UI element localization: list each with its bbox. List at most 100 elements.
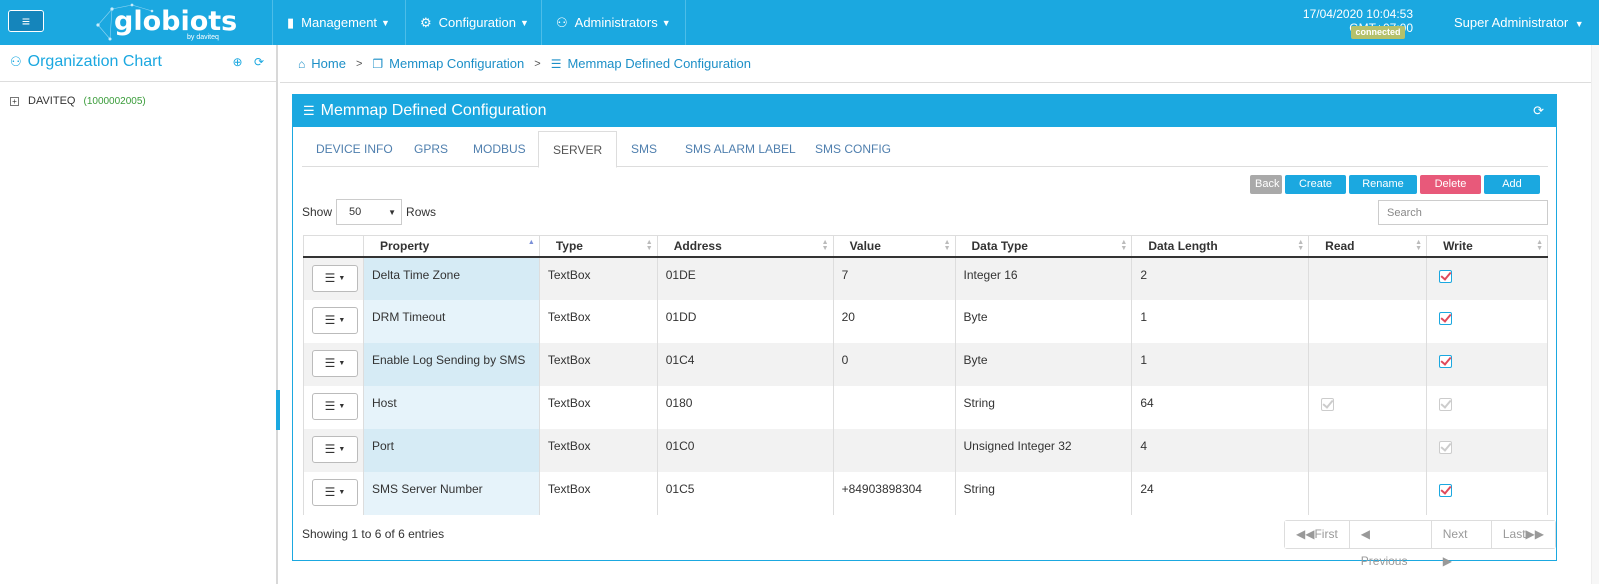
nav-administrators[interactable]: ⚇ Administrators ▼ bbox=[541, 0, 686, 45]
panel-title: Memmap Defined Configuration bbox=[320, 102, 547, 119]
page-size-control: Show 50 ▼ Rows bbox=[302, 199, 436, 225]
row-actions-button[interactable]: ☰ ▼ bbox=[312, 478, 358, 506]
back-button[interactable]: Back bbox=[1250, 175, 1282, 194]
org-chart-icon: ⚇ bbox=[10, 54, 22, 69]
data-length-cell: 1 bbox=[1131, 299, 1309, 343]
col-read[interactable]: Read ▲ ▼ bbox=[1308, 235, 1427, 258]
rename-tab-button[interactable]: Rename Tab bbox=[1349, 175, 1417, 209]
create-tab-button[interactable]: Create Tab bbox=[1285, 175, 1346, 209]
data-length-cell: 4 bbox=[1131, 428, 1309, 472]
caret-down-icon: ▼ bbox=[338, 445, 346, 453]
write-checkbox bbox=[1439, 397, 1453, 411]
menu-toggle-button[interactable]: ≡ bbox=[8, 10, 44, 32]
breadcrumb-memmap-configuration[interactable]: Memmap Configuration bbox=[389, 56, 525, 71]
nav-configuration[interactable]: ⚙ Configuration ▼ bbox=[405, 0, 543, 45]
tree-node-daviteq[interactable]: + DAVITEQ (1000002005) bbox=[10, 95, 146, 107]
data-length-cell: 64 bbox=[1131, 385, 1309, 429]
address-cell: 0180 bbox=[656, 385, 834, 429]
row-actions-button[interactable]: ☰ ▼ bbox=[312, 349, 358, 377]
write-checkbox[interactable] bbox=[1439, 311, 1453, 325]
read-cell bbox=[1308, 299, 1427, 343]
table-header-row: Property ▲ Type ▲ ▼ Address ▲ ▼ Value ▲ ▼ Data … bbox=[303, 235, 1548, 258]
tab-server[interactable]: SERVER bbox=[538, 131, 618, 168]
row-actions-button[interactable]: ☰ ▼ bbox=[312, 435, 358, 463]
write-checkbox[interactable] bbox=[1439, 269, 1453, 283]
sort-icon: ▲ ▼ bbox=[1120, 239, 1128, 252]
double-chevron-left-icon: ◀◀ bbox=[1296, 527, 1315, 541]
splitter-handle[interactable] bbox=[276, 390, 280, 430]
property-cell: Delta Time Zone bbox=[362, 256, 540, 300]
nav-administrators-label: Administrators bbox=[574, 15, 658, 30]
delete-tab-button[interactable]: Delete Tab bbox=[1420, 175, 1481, 209]
refresh-icon[interactable]: ⟳ bbox=[253, 55, 264, 69]
list-icon: ☰ bbox=[550, 56, 562, 71]
data-type-cell: Integer 16 bbox=[954, 256, 1132, 300]
chevron-down-icon: ▼ bbox=[381, 17, 390, 28]
col-type[interactable]: Type ▲ ▼ bbox=[538, 235, 658, 258]
first-page-button[interactable]: ◀◀First bbox=[1285, 521, 1349, 548]
rows-select[interactable]: 50 ▼ bbox=[336, 199, 403, 225]
caret-down-icon: ▼ bbox=[338, 359, 346, 367]
address-cell: 01DE bbox=[656, 256, 834, 300]
sidebar-title: ⚇ Organization Chart bbox=[10, 53, 162, 71]
sidebar-title-label: Organization Chart bbox=[27, 53, 162, 70]
write-checkbox[interactable] bbox=[1439, 483, 1453, 497]
col-property[interactable]: Property ▲ bbox=[362, 235, 540, 258]
refresh-icon[interactable]: ⟳ bbox=[1533, 103, 1544, 118]
breadcrumb: ⌂ Home > ❐ Memmap Configuration > ☰ Memm… bbox=[280, 45, 1599, 83]
value-cell: +84903898304 bbox=[832, 471, 956, 515]
zoom-icon[interactable]: ⊕ bbox=[232, 55, 243, 69]
logo-text: globiots bbox=[114, 6, 238, 37]
data-length-cell: 1 bbox=[1131, 342, 1309, 386]
tab-bar: DEVICE INFO GPRS MODBUS SERVER SMS SMS A… bbox=[302, 131, 1548, 168]
row-actions-button[interactable]: ☰ ▼ bbox=[312, 392, 358, 420]
tab-gprs[interactable]: GPRS bbox=[414, 142, 449, 156]
breadcrumb-home[interactable]: Home bbox=[311, 56, 346, 71]
nav-configuration-label: Configuration bbox=[438, 15, 516, 30]
add-field-button[interactable]: Add Field bbox=[1484, 175, 1540, 209]
col-data-length[interactable]: Data Length ▲ ▼ bbox=[1131, 235, 1309, 258]
tab-sms[interactable]: SMS bbox=[631, 142, 658, 156]
row-actions-button[interactable]: ☰ ▼ bbox=[312, 306, 358, 334]
sort-icon: ▲ ▼ bbox=[1297, 239, 1305, 252]
list-icon: ☰ bbox=[324, 313, 336, 327]
address-cell: 01C0 bbox=[656, 428, 834, 472]
expand-icon[interactable]: + bbox=[10, 96, 19, 106]
tree-node-name: DAVITEQ bbox=[28, 95, 76, 107]
tab-device-info[interactable]: DEVICE INFO bbox=[316, 142, 393, 156]
double-chevron-right-icon: ▶▶ bbox=[1525, 527, 1544, 541]
tab-modbus[interactable]: MODBUS bbox=[473, 142, 526, 156]
caret-down-icon: ▼ bbox=[338, 488, 346, 496]
chevron-left-icon: ◀ bbox=[1360, 527, 1371, 541]
col-address[interactable]: Address ▲ ▼ bbox=[656, 235, 834, 258]
type-cell: TextBox bbox=[538, 428, 658, 472]
rows-select-value: 50 bbox=[349, 206, 362, 218]
col-value[interactable]: Value ▲ ▼ bbox=[832, 235, 956, 258]
row-actions-button[interactable]: ☰ ▼ bbox=[312, 264, 358, 292]
main-panel: ☰ Memmap Defined Configuration ⟳ DEVICE … bbox=[292, 94, 1557, 568]
row-actions-cell: ☰ ▼ bbox=[303, 385, 364, 429]
top-bar: ≡ globiots by daviteq ▮ Management ▼ ⚙ C… bbox=[0, 0, 1599, 45]
sort-asc-icon: ▲ bbox=[527, 239, 535, 246]
write-checkbox[interactable] bbox=[1439, 354, 1453, 368]
nav-management[interactable]: ▮ Management ▼ bbox=[272, 0, 404, 45]
tab-sms-alarm-label[interactable]: SMS ALARM LABEL bbox=[685, 142, 796, 156]
page-scrollbar[interactable] bbox=[1591, 45, 1599, 584]
logo[interactable]: globiots by daviteq bbox=[92, 3, 242, 43]
value-cell: 7 bbox=[832, 256, 956, 300]
sitemap-icon: ⚇ bbox=[556, 14, 568, 30]
breadcrumb-current: Memmap Defined Configuration bbox=[567, 56, 752, 71]
previous-page-button[interactable]: ◀ Previous bbox=[1348, 521, 1431, 568]
list-icon: ☰ bbox=[303, 103, 315, 118]
search-input[interactable]: Search bbox=[1378, 200, 1548, 225]
sidebar: ⚇ Organization Chart ⊕ ⟳ + DAVITEQ (1000… bbox=[0, 45, 278, 584]
col-write[interactable]: Write ▲ ▼ bbox=[1426, 235, 1548, 258]
col-data-type[interactable]: Data Type ▲ ▼ bbox=[954, 235, 1132, 258]
user-menu[interactable]: Super Administrator ▼ bbox=[1454, 15, 1584, 30]
tab-sms-config[interactable]: SMS CONFIG bbox=[815, 142, 892, 156]
table-row: ☰ ▼ Port TextBox 01C0 Unsigned Integer 32 4 bbox=[303, 428, 1548, 472]
last-page-button[interactable]: Last▶▶ bbox=[1490, 521, 1555, 548]
list-icon: ☰ bbox=[324, 356, 336, 370]
row-actions-cell: ☰ ▼ bbox=[303, 471, 364, 515]
next-page-button[interactable]: Next ▶ bbox=[1430, 521, 1491, 568]
